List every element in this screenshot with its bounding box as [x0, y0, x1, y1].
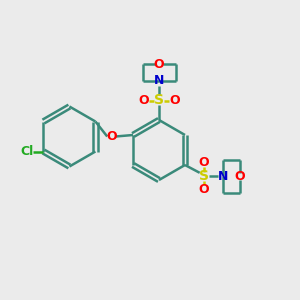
- Text: S: S: [154, 94, 164, 107]
- Text: N: N: [218, 170, 228, 183]
- Text: O: O: [234, 170, 245, 183]
- Text: Cl: Cl: [20, 145, 34, 158]
- Text: S: S: [199, 169, 208, 183]
- Text: O: O: [198, 183, 209, 196]
- Text: O: O: [106, 130, 117, 143]
- Text: O: O: [138, 94, 149, 107]
- Text: O: O: [154, 58, 164, 71]
- Text: N: N: [154, 74, 164, 88]
- Text: O: O: [198, 156, 209, 170]
- Text: O: O: [169, 94, 180, 107]
